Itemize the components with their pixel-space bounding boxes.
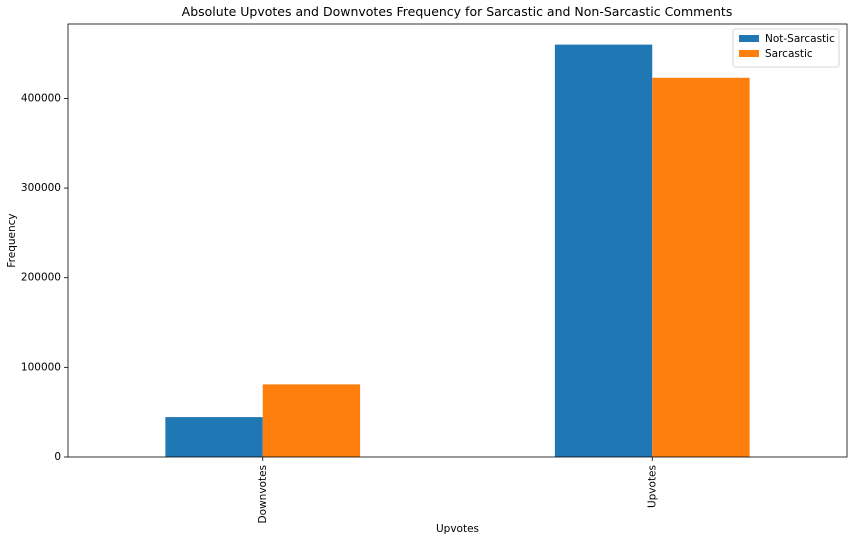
x-tick-label: Downvotes — [257, 465, 269, 523]
legend-label: Sarcastic — [765, 48, 813, 60]
legend: Not-Sarcastic Sarcastic — [732, 28, 840, 68]
y-axis-label: Frequency — [6, 213, 18, 267]
y-tick-label: 100000 — [21, 361, 61, 373]
chart-title: Absolute Upvotes and Downvotes Frequency… — [182, 4, 733, 19]
legend-swatch — [739, 50, 759, 57]
legend-swatch — [739, 35, 759, 42]
bar-not-sarcastic-upvotes — [554, 44, 653, 457]
y-tick-label: 200000 — [21, 272, 61, 284]
x-tick-label: Upvotes — [646, 465, 658, 508]
plot-area: Downvotes Upvotes 0 100000 200000 300000 40000… — [21, 23, 848, 523]
bar-sarcastic-upvotes — [652, 77, 750, 457]
bar-not-sarcastic-downvotes — [165, 417, 263, 457]
legend-label: Not-Sarcastic — [765, 33, 835, 45]
bar-sarcastic-downvotes — [262, 384, 361, 457]
y-tick-label: 0 — [54, 451, 61, 463]
legend-frame — [732, 28, 840, 68]
x-axis-label: Upvotes — [436, 523, 479, 535]
y-tick-label: 300000 — [21, 182, 61, 194]
axes-frame — [67, 23, 848, 458]
y-tick-label: 400000 — [21, 92, 61, 104]
